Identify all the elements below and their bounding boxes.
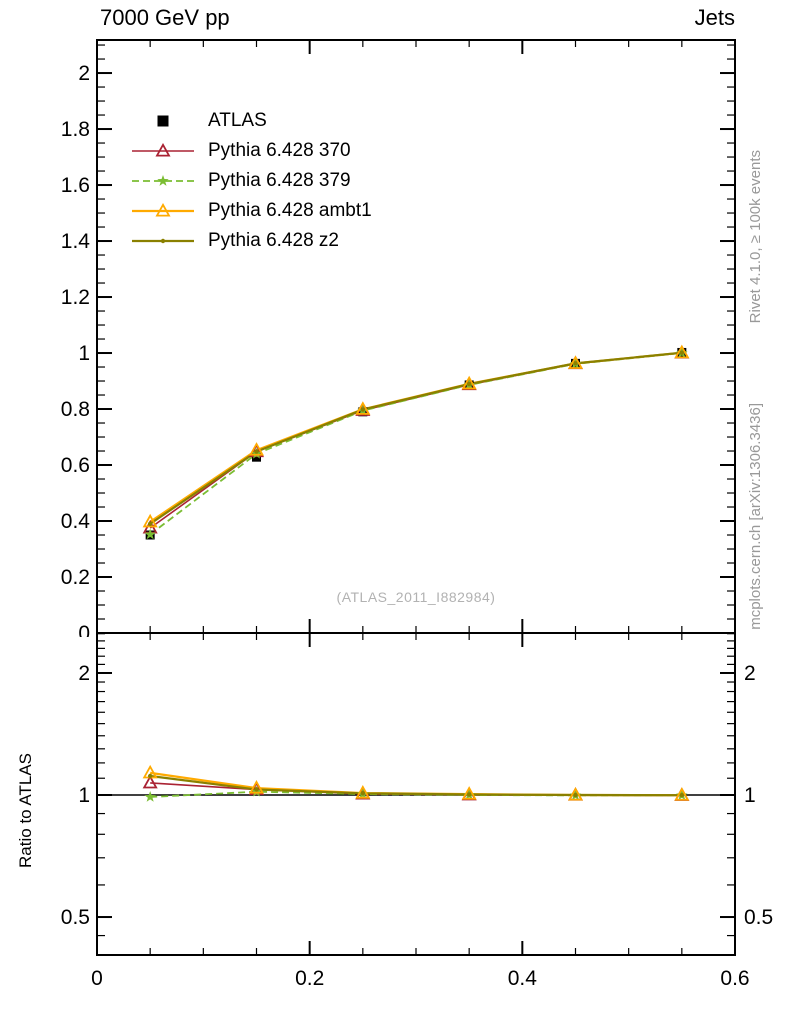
legend-item-label: Pythia 6.428 379 (208, 170, 351, 191)
ratio-panel-markers (142, 764, 690, 802)
x-axis-labels: 0 0.2 0.4 0.6 (91, 967, 749, 990)
ratio-panel-lines (150, 771, 682, 798)
ratio-axis-label: Ratio to ATLAS (16, 753, 35, 868)
svg-text:0.2: 0.2 (295, 967, 324, 990)
legend-marker-star-icon (132, 175, 194, 186)
main-y-axis: 0 0.2 0.4 0.6 0.8 1 1.2 1.4 1.6 1.8 2 (61, 44, 735, 645)
legend: ATLAS Pythia 6.428 370 Pythia 6.428 379 Pyt… (128, 106, 372, 256)
legend-item-4: Pythia 6.428 z2 (128, 226, 372, 256)
legend-marker-dot-icon (132, 238, 194, 244)
svg-text:2: 2 (78, 62, 90, 85)
svg-text:1.4: 1.4 (61, 230, 91, 253)
mcplots-arxiv-label: mcplots.cern.ch [arXiv:1306.3436] (747, 403, 764, 630)
analysis-watermark: (ATLAS_2011_I882984) (336, 589, 496, 605)
x-axis-ticks (96, 40, 736, 955)
rivet-version-label: Rivet 4.1.0, ≥ 100k events (747, 149, 764, 323)
svg-text:0.5: 0.5 (744, 906, 773, 929)
main-panel-markers (142, 344, 690, 540)
svg-text:0.4: 0.4 (508, 967, 538, 990)
svg-text:0: 0 (78, 622, 90, 645)
main-panel-lines (149, 351, 682, 536)
legend-item-2: Pythia 6.428 379 (128, 166, 372, 196)
legend-marker-triangle-open-icon (132, 142, 194, 157)
svg-text:0.8: 0.8 (61, 398, 90, 421)
legend-marker-triangle-open-icon (132, 202, 194, 217)
svg-text:1: 1 (744, 784, 756, 807)
observable-title: Jets (694, 5, 735, 30)
svg-text:1.2: 1.2 (61, 286, 90, 309)
legend-item-label: Pythia 6.428 370 (208, 140, 351, 161)
svg-text:1: 1 (78, 784, 90, 807)
svg-text:0.5: 0.5 (61, 906, 90, 929)
svg-text:1: 1 (78, 342, 90, 365)
svg-text:0.2: 0.2 (61, 566, 90, 589)
svg-text:1.8: 1.8 (61, 118, 90, 141)
svg-text:0: 0 (91, 967, 103, 990)
legend-item-label: ATLAS (208, 110, 267, 131)
svg-text:2: 2 (744, 662, 756, 685)
svg-text:0.6: 0.6 (61, 454, 90, 477)
legend-marker-square-icon (157, 115, 169, 127)
svg-text:2: 2 (78, 662, 90, 685)
legend-item-1: Pythia 6.428 370 (128, 136, 372, 166)
svg-text:0.4: 0.4 (61, 510, 91, 533)
legend-item-label: Pythia 6.428 z2 (208, 230, 339, 251)
legend-item-3: Pythia 6.428 ambt1 (128, 196, 372, 226)
svg-text:0.6: 0.6 (720, 967, 749, 990)
legend-item-label: Pythia 6.428 ambt1 (208, 200, 372, 221)
svg-text:1.6: 1.6 (61, 174, 90, 197)
beam-title: 7000 GeV pp (100, 5, 230, 30)
legend-item-0: ATLAS (128, 106, 372, 136)
